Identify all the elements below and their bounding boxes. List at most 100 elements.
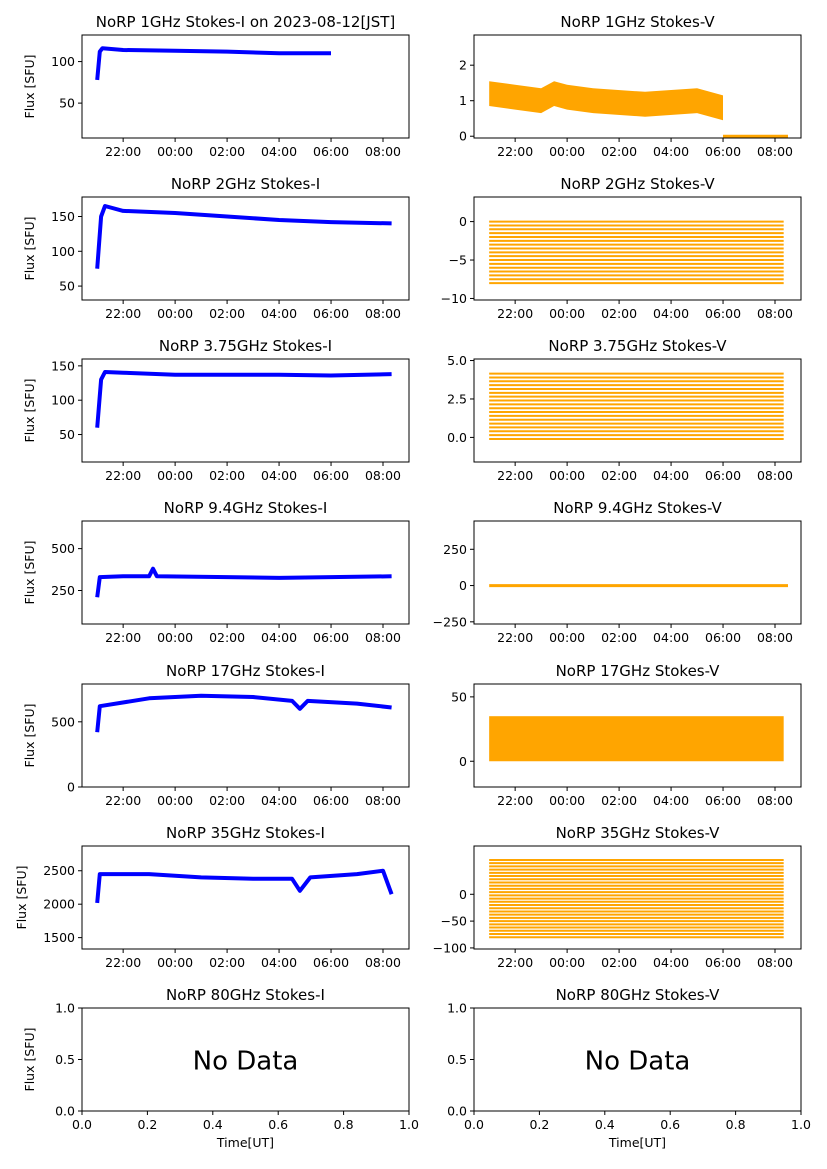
panel-title: NoRP 9.4GHz Stokes-I [164,499,328,517]
x-tick-label: 0.6 [660,1117,680,1132]
y-tick-label: −250 [433,614,467,629]
panel-title: NoRP 1GHz Stokes-V [560,13,715,31]
x-axis-label: Time[UT] [216,1135,274,1150]
panel-title: NoRP 35GHz Stokes-V [556,824,721,842]
y-axis-label: Flux [SFU] [22,55,37,119]
plot-area [489,81,788,138]
x-tick-label: 00:00 [157,468,193,483]
x-tick-label: 04:00 [261,144,297,159]
y-tick-label: 500 [51,714,75,729]
x-tick-label: 00:00 [549,468,585,483]
x-tick-label: 02:00 [209,630,245,645]
x-tick-label: 04:00 [653,793,689,808]
x-tick-label: 0.8 [334,1117,354,1132]
panel-title: NoRP 17GHz Stokes-V [556,662,721,680]
x-tick-label: 06:00 [313,468,349,483]
y-tick-label: 100 [51,54,75,69]
y-tick-label: 1 [459,93,467,108]
x-tick-label: 00:00 [157,793,193,808]
x-tick-label: 06:00 [313,306,349,321]
y-tick-label: 150 [51,358,75,373]
x-tick-label: 0.0 [72,1117,92,1132]
y-tick-label: −100 [433,940,467,955]
x-tick-label: 08:00 [757,468,793,483]
panel-8: 0 500 22:00 00:00 02:00 04:00 06:00 08:00 NoRP 1… [22,662,410,808]
x-tick-label: 22:00 [497,630,533,645]
x-tick-label: 00:00 [549,793,585,808]
axes-frame [473,34,802,139]
x-tick-label: 04:00 [653,144,689,159]
panel-11: 0 −50 −100 22:00 00:00 02:00 04:00 06:00 08:00 No… [433,824,802,970]
x-tick-label: 0.2 [137,1117,157,1132]
axes-frame [473,196,802,301]
y-tick-label: 250 [443,542,467,557]
x-tick-label: 02:00 [209,306,245,321]
plot-area [95,868,394,904]
x-tick-label: 00:00 [549,144,585,159]
x-tick-label: 02:00 [209,468,245,483]
x-tick-label: 00:00 [549,630,585,645]
y-tick-label: 2 [459,58,467,73]
y-tick-label: 0.5 [447,1052,467,1067]
x-tick-label: 00:00 [549,955,585,970]
axes-frame [473,845,802,950]
x-tick-label: 1.0 [399,1117,419,1132]
panel-12: 0.0 0.5 1.0 0.0 0.2 0.4 0.6 0.8 1.0 NoRP 80GHz St… [22,986,419,1150]
axes-frame [81,34,410,139]
stokes-i-series-0 [95,46,331,81]
y-tick-label: 50 [59,96,75,111]
x-tick-label: 04:00 [653,955,689,970]
panel-13: 0.0 0.5 1.0 0.0 0.2 0.4 0.6 0.8 1.0 NoRP 80GHz St… [447,986,811,1150]
x-tick-label: 22:00 [497,955,533,970]
x-tick-label: 02:00 [601,306,637,321]
x-tick-label: 04:00 [261,468,297,483]
plot-area [489,220,784,285]
y-tick-label: −5 [449,253,467,268]
y-tick-label: 5.0 [447,353,467,368]
x-tick-label: 04:00 [261,630,297,645]
y-axis-label: Flux [SFU] [22,217,37,281]
stokes-v-band-0 [489,716,784,762]
panel-5: 0.0 2.5 5.0 22:00 00:00 02:00 04:00 06:00 08:00 N… [447,337,802,483]
stokes-i-series-0 [95,370,392,428]
x-tick-label: 0.2 [529,1117,549,1132]
panel-7: 250 0 −250 22:00 00:00 02:00 04:00 06:00 08:00 No… [433,499,802,645]
x-tick-label: 22:00 [497,144,533,159]
y-axis-label: Flux [SFU] [22,1028,37,1092]
y-tick-label: 100 [51,244,75,259]
x-tick-label: 0.8 [726,1117,746,1132]
x-tick-label: 08:00 [757,793,793,808]
y-tick-label: 500 [51,541,75,556]
x-tick-label: 04:00 [261,955,297,970]
y-tick-label: −50 [441,914,467,929]
y-tick-label: 0 [459,578,467,593]
y-tick-label: 250 [51,583,75,598]
x-tick-label: 04:00 [653,468,689,483]
panel-title: NoRP 2GHz Stokes-V [560,175,715,193]
y-tick-label: 2.5 [447,391,467,406]
panel-title: NoRP 2GHz Stokes-I [171,175,320,193]
panel-4: 50 100 150 22:00 00:00 02:00 04:00 06:00 08:00 No… [22,337,410,483]
plot-area [95,693,392,733]
y-tick-label: 0 [459,129,467,144]
y-tick-label: 2000 [43,897,75,912]
y-tick-label: 0.0 [447,1104,467,1119]
panel-3: 0 −5 −10 22:00 00:00 02:00 04:00 06:00 08:00 NoRP… [441,175,802,321]
x-tick-label: 08:00 [365,306,401,321]
x-tick-label: 08:00 [365,468,401,483]
y-tick-label: 150 [51,209,75,224]
x-tick-label: 08:00 [365,955,401,970]
x-tick-label: 00:00 [549,306,585,321]
x-tick-label: 02:00 [209,955,245,970]
x-tick-label: 04:00 [653,630,689,645]
plot-area [95,566,392,598]
x-tick-label: 1.0 [791,1117,811,1132]
y-axis-label: Flux [SFU] [22,704,37,768]
plot-area [489,858,784,939]
axes-frame [81,683,410,788]
x-tick-label: 00:00 [157,630,193,645]
y-tick-label: 1500 [43,930,75,945]
y-tick-label: 0.0 [55,1104,75,1119]
x-tick-label: 00:00 [157,144,193,159]
panel-title: NoRP 80GHz Stokes-V [556,986,721,1004]
